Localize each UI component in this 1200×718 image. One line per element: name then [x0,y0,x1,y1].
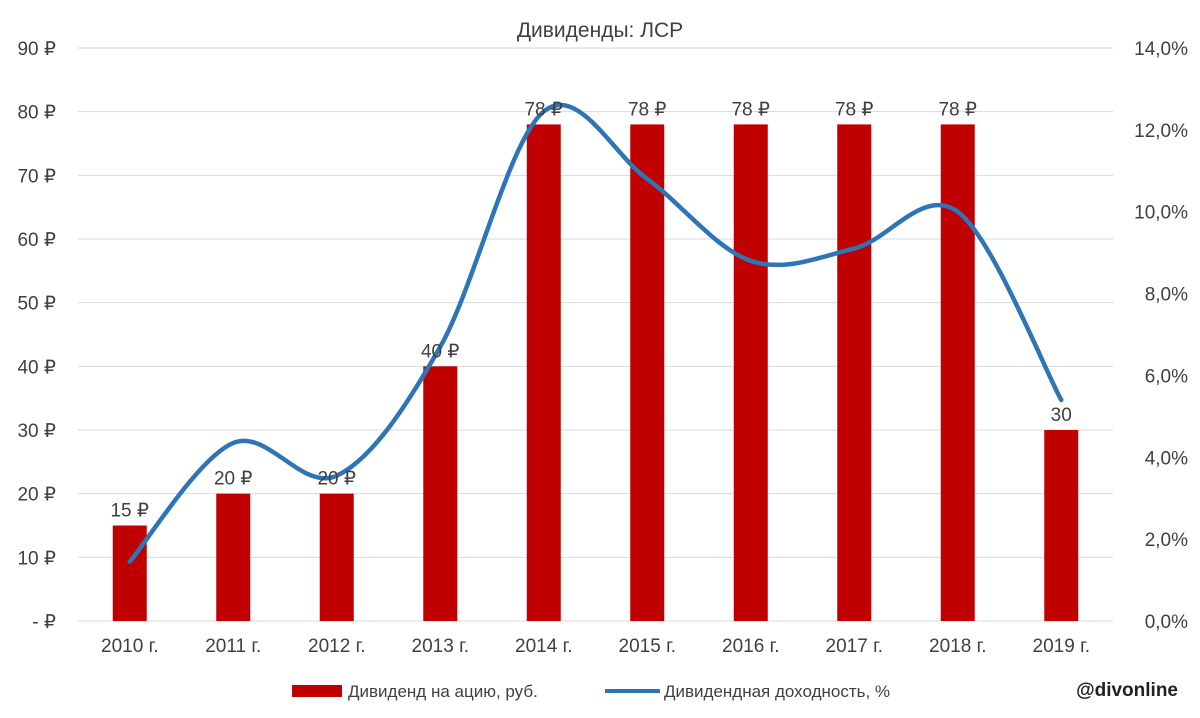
bar-data-label: 40 ₽ [421,341,460,362]
bar [940,124,975,622]
y-left-tick-label: - ₽ [32,612,56,633]
y-left-tick-label: 60 ₽ [17,230,56,251]
bar-data-label: 78 ₽ [938,99,977,120]
yield-line [127,102,1064,564]
y-left-tick-label: 10 ₽ [17,548,56,569]
x-tick-label: 2013 г. [412,636,469,657]
y-right-tick-label: 6,0% [1145,366,1188,387]
axes: - ₽ 10 ₽ 20 ₽ 30 ₽ 40 ₽ 50 ₽ 60 ₽ 70 ₽ 80 ₽ 90 ₽ 0… [17,39,1188,657]
bar-data-label: 78 ₽ [524,99,563,120]
y-right-tick-label: 0,0% [1145,612,1188,633]
y-right-tick-label: 8,0% [1145,285,1188,306]
bar-data-label: 78 ₽ [835,99,874,120]
legend: Дивиденд на ацию, руб. Дивидендная доход… [292,682,890,701]
x-tick-label: 2017 г. [826,636,883,657]
bar-series [112,124,1079,622]
y-left-tick-label: 80 ₽ [17,103,56,124]
x-tick-label: 2019 г. [1033,636,1090,657]
bar [319,493,354,621]
bar-data-label: 78 ₽ [628,99,667,120]
bar [112,525,147,621]
x-tick-label: 2011 г. [205,636,261,657]
line-series [127,102,1064,564]
y-right-tick-label: 14,0% [1134,39,1188,60]
bar-data-label: 30 [1051,405,1072,426]
bar [423,366,458,621]
bar [526,124,561,622]
x-tick-label: 2012 г. [308,636,365,657]
bar [733,124,768,622]
bar [216,493,251,621]
y-right-tick-label: 2,0% [1145,530,1188,551]
y-left-tick-label: 90 ₽ [17,39,56,60]
x-tick-label: 2015 г. [619,636,676,657]
y-right-tick-label: 4,0% [1145,448,1188,469]
chart-title: Дивиденды: ЛСР [517,19,683,42]
bar-data-label: 15 ₽ [110,501,149,522]
x-tick-label: 2016 г. [722,636,779,657]
bar [630,124,665,622]
y-left-tick-label: 70 ₽ [17,166,56,187]
y-left-tick-label: 30 ₽ [17,421,56,442]
gridlines [78,47,1113,622]
bar-data-label: 20 ₽ [317,469,356,490]
legend-label-yield: Дивидендная доходность, % [664,682,890,701]
y-right-tick-label: 12,0% [1134,121,1188,142]
y-left-tick-label: 50 ₽ [17,294,56,315]
bar-data-label: 78 ₽ [731,99,770,120]
legend-swatch-dividend [292,685,342,697]
x-tick-label: 2014 г. [515,636,572,657]
watermark: @divonline [1076,680,1178,701]
bar [837,124,872,622]
data-labels: 15 ₽ 20 ₽ 20 ₽ 40 ₽ 78 ₽ 78 ₽ 78 ₽ 78 ₽ 78 ₽ 30 [110,99,1071,521]
bar [1044,430,1079,621]
y-right-tick-label: 10,0% [1134,203,1188,224]
x-tick-label: 2010 г. [101,636,158,657]
legend-label-dividend: Дивиденд на ацию, руб. [348,682,538,701]
x-tick-label: 2018 г. [929,636,986,657]
y-left-tick-label: 20 ₽ [17,485,56,506]
y-left-tick-label: 40 ₽ [17,357,56,378]
bar-data-label: 20 ₽ [214,469,253,490]
